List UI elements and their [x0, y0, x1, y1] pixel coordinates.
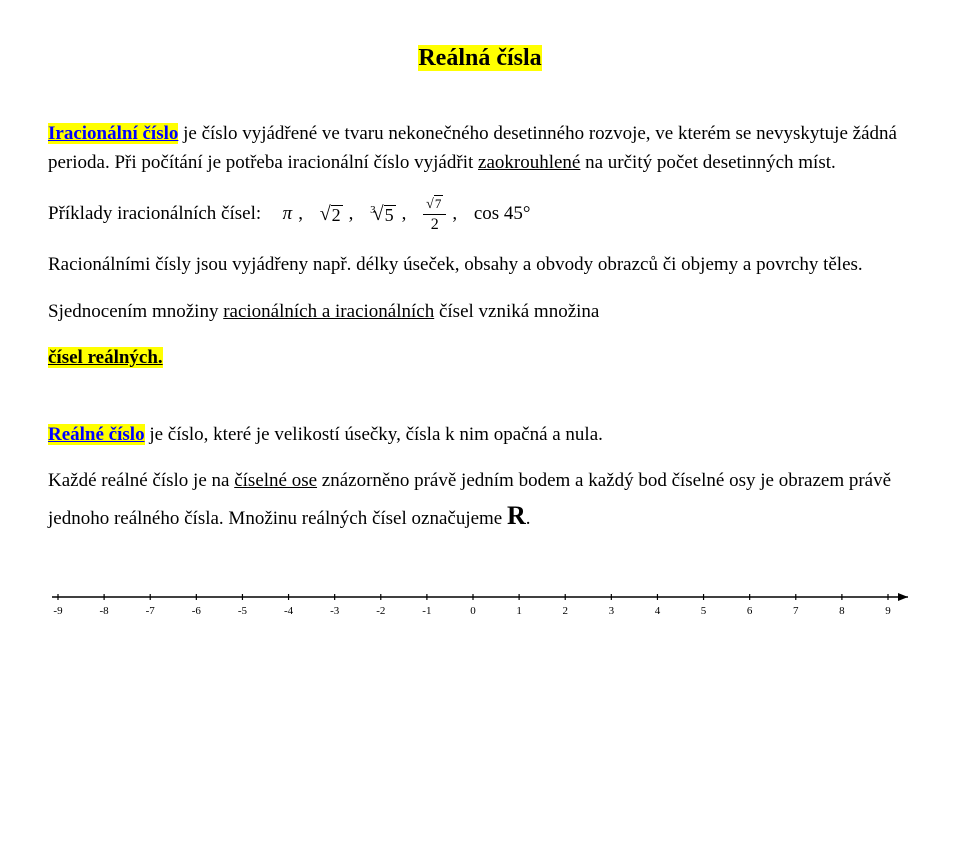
- example-sqrt2: √2: [320, 204, 343, 224]
- number-line-diagram: -9 -8 -7 -6 -5 -4 -3 -2 -1 0 1 2 3 4 5 6 7 8 9: [48, 585, 912, 625]
- paragraph-numberline-desc: Každé reálné číslo je na číselné ose zná…: [48, 467, 912, 535]
- svg-text:6: 6: [747, 605, 753, 617]
- svg-text:-2: -2: [376, 605, 385, 617]
- svg-text:-7: -7: [146, 605, 156, 617]
- spacer: [48, 391, 912, 421]
- cbrt-index: 3: [370, 202, 376, 219]
- para3-t2: čísel vzniká množina: [434, 301, 599, 322]
- comma-3: ,: [402, 200, 407, 229]
- svg-text:0: 0: [470, 605, 476, 617]
- paragraph-real-set: čísel reálných.: [48, 344, 912, 373]
- para1-underline: zaokrouhlené: [478, 152, 580, 173]
- svg-text:-9: -9: [53, 605, 63, 617]
- para3-ul: racionálních a iracionálních: [223, 301, 434, 322]
- title-text: Reálná čísla: [418, 45, 541, 71]
- frac-sqrt-arg: 7: [434, 195, 444, 211]
- comma-1: ,: [298, 200, 303, 229]
- para5-period: .: [526, 508, 531, 529]
- svg-text:-6: -6: [192, 605, 202, 617]
- set-R-symbol: R: [507, 501, 526, 530]
- svg-text:3: 3: [609, 605, 615, 617]
- svg-text:-5: -5: [238, 605, 248, 617]
- example-cbrt5: 3 √5: [370, 204, 395, 224]
- svg-text:9: 9: [885, 605, 891, 617]
- para3-t1: Sjednocením množiny: [48, 301, 223, 322]
- para5-t1: Každé reálné číslo je na: [48, 470, 234, 491]
- paragraph-union: Sjednocením množiny racionálních a iraci…: [48, 298, 912, 327]
- paragraph-real-def: Reálné číslo je číslo, které je velikost…: [48, 421, 912, 450]
- frac-numerator: √7: [423, 195, 446, 215]
- frac-denominator: 2: [431, 215, 439, 234]
- pi-symbol: π: [283, 200, 293, 229]
- svg-text:5: 5: [701, 605, 707, 617]
- page-title: Reálná čísla: [48, 40, 912, 76]
- para5-ul: číselné ose: [234, 470, 317, 491]
- paragraph-rational-examples: Racionálními čísly jsou vyjádřeny např. …: [48, 251, 912, 280]
- real-set-term: čísel reálných.: [48, 347, 163, 368]
- comma-2: ,: [349, 200, 354, 229]
- svg-text:-4: -4: [284, 605, 294, 617]
- examples-label: Příklady iracionálních čísel:: [48, 200, 261, 229]
- real-term: Reálné číslo: [48, 424, 145, 445]
- svg-text:7: 7: [793, 605, 799, 617]
- paragraph-irrational-def: Iracionální číslo je číslo vyjádřené ve …: [48, 120, 912, 177]
- comma-4: ,: [452, 200, 457, 229]
- svg-text:-3: -3: [330, 605, 340, 617]
- svg-text:2: 2: [562, 605, 568, 617]
- example-cos45: cos 45°: [474, 200, 531, 229]
- irrational-term: Iracionální číslo: [48, 123, 178, 144]
- svg-text:8: 8: [839, 605, 845, 617]
- sqrt-sign-icon: √: [320, 204, 331, 224]
- sqrt2-arg: 2: [331, 205, 343, 224]
- para4-t1: je číslo, které je velikostí úsečky, čís…: [145, 424, 603, 445]
- para1-text2: na určitý počet desetinných míst.: [580, 152, 835, 173]
- example-pi: π: [283, 200, 293, 229]
- examples-row: Příklady iracionálních čísel: π , √2 , 3…: [48, 195, 912, 233]
- svg-text:4: 4: [655, 605, 661, 617]
- svg-text:-1: -1: [422, 605, 431, 617]
- example-fraction: √7 2: [423, 195, 446, 233]
- svg-text:-8: -8: [100, 605, 110, 617]
- frac-sqrt-sign-icon: √: [426, 197, 434, 212]
- cbrt5-arg: 5: [384, 205, 396, 224]
- svg-text:1: 1: [516, 605, 522, 617]
